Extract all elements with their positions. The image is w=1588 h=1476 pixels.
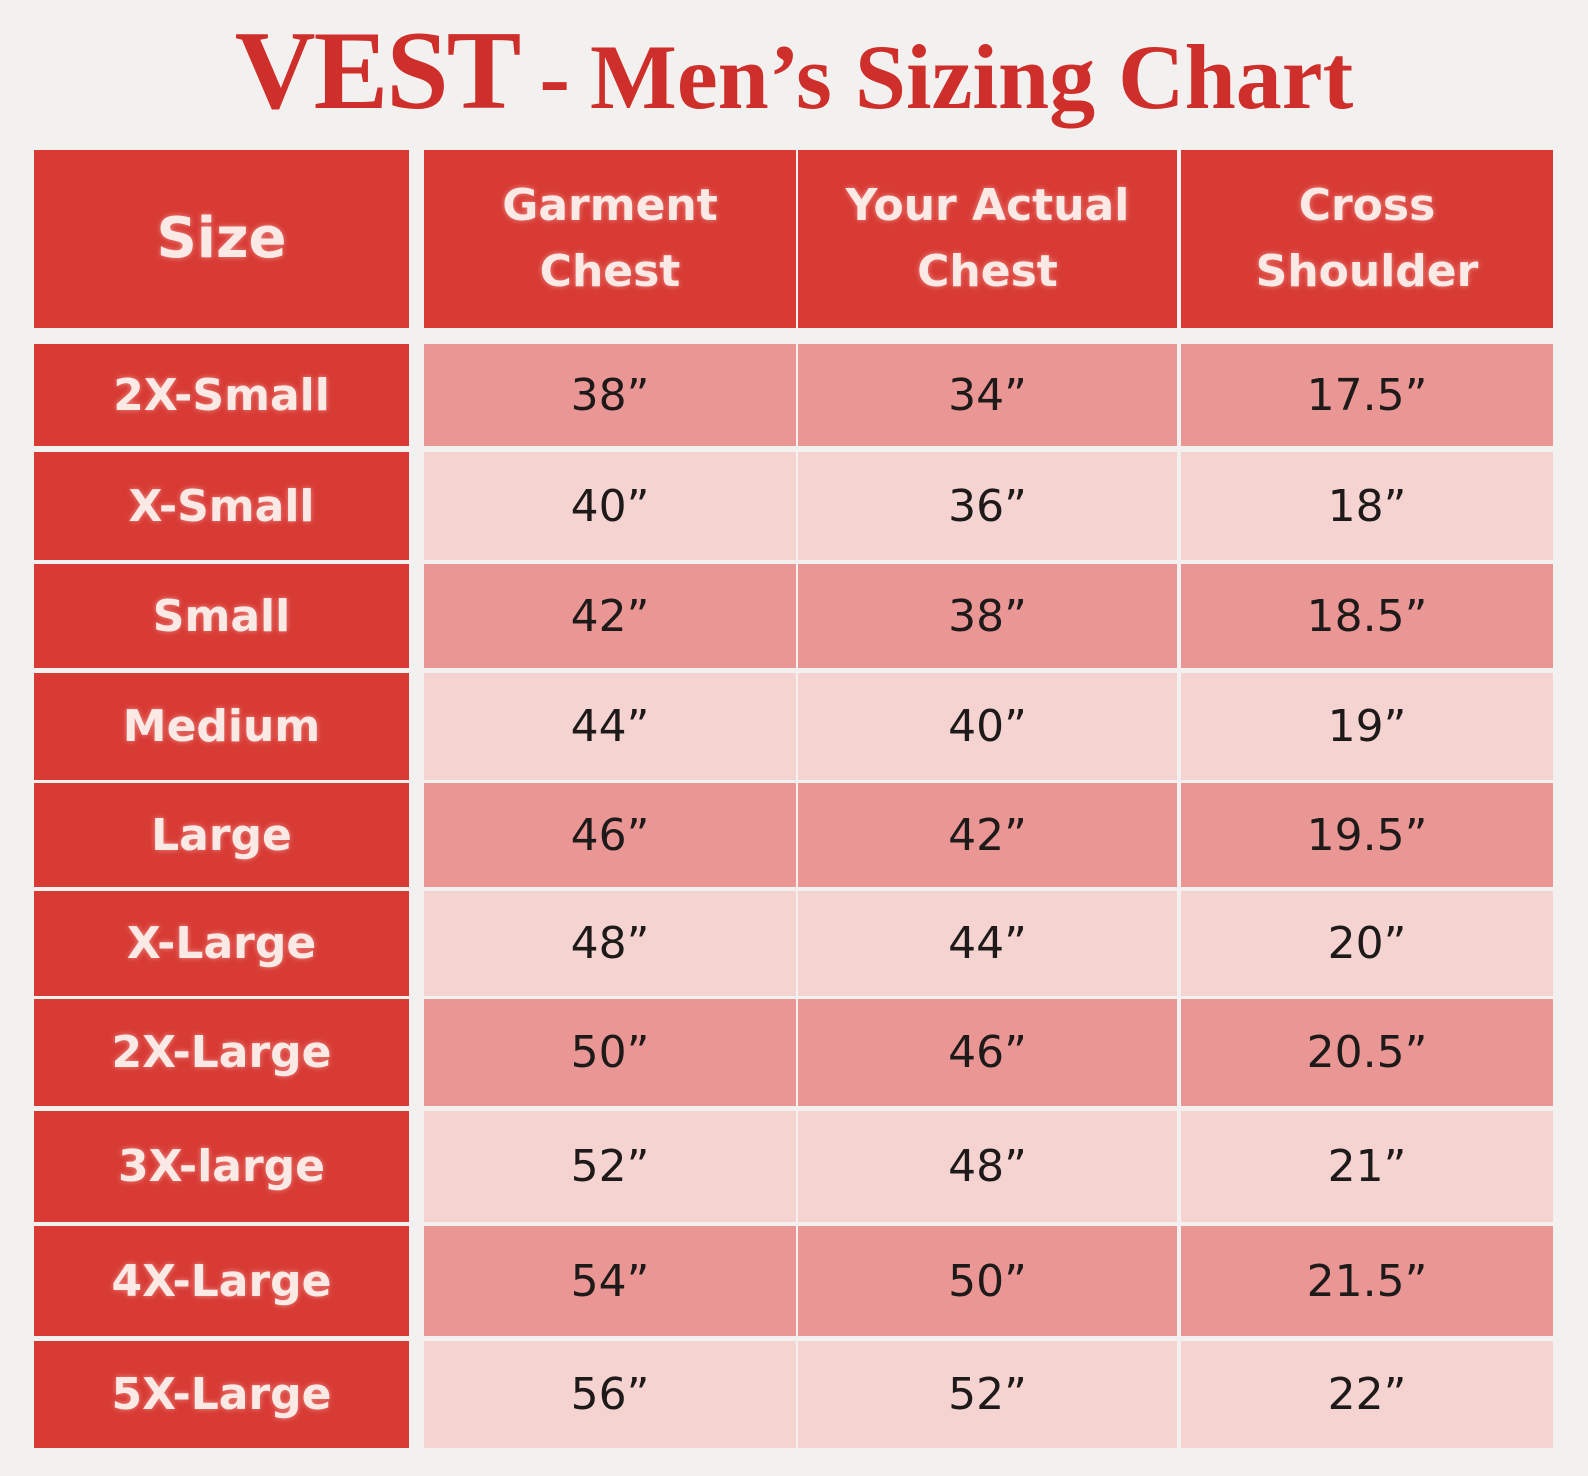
actual-chest-value: 46”: [798, 999, 1177, 1106]
actual-chest-value: 34”: [798, 344, 1177, 446]
size-label: Small: [34, 564, 409, 668]
size-label: X-Small: [34, 452, 409, 560]
header-garment-chest: Garment Chest: [424, 150, 796, 328]
cross-shoulder-value: 21.5”: [1181, 1226, 1553, 1336]
garment-chest-value: 52”: [424, 1111, 796, 1222]
actual-chest-value: 36”: [798, 452, 1177, 560]
garment-chest-value: 40”: [424, 452, 796, 560]
size-label: X-Large: [34, 891, 409, 996]
actual-chest-value: 38”: [798, 564, 1177, 668]
cross-shoulder-value: 20”: [1181, 891, 1553, 996]
garment-chest-value: 44”: [424, 673, 796, 780]
actual-chest-value: 44”: [798, 891, 1177, 996]
size-label: 5X-Large: [34, 1341, 409, 1448]
size-label: 3X-large: [34, 1111, 409, 1222]
cross-shoulder-value: 22”: [1181, 1341, 1553, 1448]
size-label: Medium: [34, 673, 409, 780]
actual-chest-value: 52”: [798, 1341, 1177, 1448]
garment-chest-value: 42”: [424, 564, 796, 668]
chart-title: VEST - Men’s Sizing Chart: [0, 15, 1588, 132]
garment-chest-value: 46”: [424, 783, 796, 887]
cross-shoulder-value: 19.5”: [1181, 783, 1553, 887]
cross-shoulder-value: 17.5”: [1181, 344, 1553, 446]
actual-chest-value: 48”: [798, 1111, 1177, 1222]
cross-shoulder-value: 18.5”: [1181, 564, 1553, 668]
actual-chest-value: 50”: [798, 1226, 1177, 1336]
actual-chest-value: 40”: [798, 673, 1177, 780]
size-label: 2X-Large: [34, 999, 409, 1106]
title-rest: Men’s Sizing Chart: [589, 26, 1354, 128]
header-cross-shoulder: Cross Shoulder: [1181, 150, 1553, 328]
size-label: 4X-Large: [34, 1226, 409, 1336]
title-brand: VEST: [234, 9, 522, 133]
cross-shoulder-value: 19”: [1181, 673, 1553, 780]
garment-chest-value: 56”: [424, 1341, 796, 1448]
cross-shoulder-value: 20.5”: [1181, 999, 1553, 1106]
garment-chest-value: 54”: [424, 1226, 796, 1336]
size-label: 2X-Small: [34, 344, 409, 446]
cross-shoulder-value: 21”: [1181, 1111, 1553, 1222]
header-size: Size: [34, 150, 409, 328]
actual-chest-value: 42”: [798, 783, 1177, 887]
garment-chest-value: 50”: [424, 999, 796, 1106]
size-label: Large: [34, 783, 409, 887]
cross-shoulder-value: 18”: [1181, 452, 1553, 560]
garment-chest-value: 48”: [424, 891, 796, 996]
header-actual-chest: Your Actual Chest: [798, 150, 1177, 328]
garment-chest-value: 38”: [424, 344, 796, 446]
title-separator: -: [539, 26, 570, 128]
